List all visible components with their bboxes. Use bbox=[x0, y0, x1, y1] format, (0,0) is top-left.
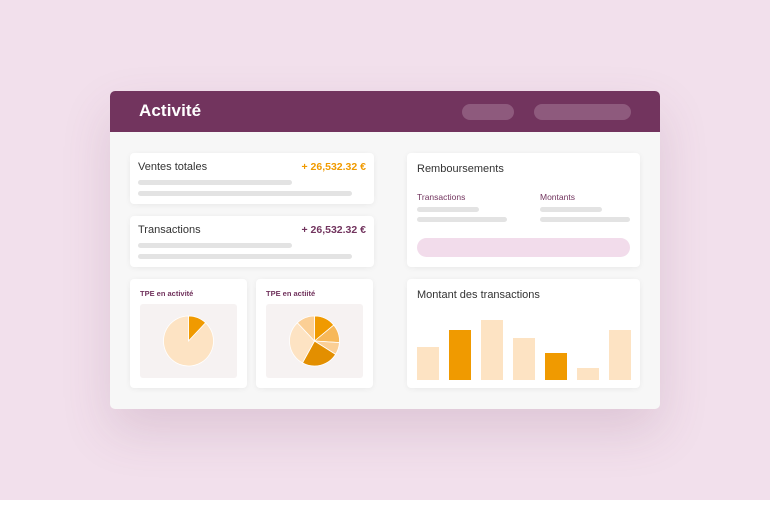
placeholder-line bbox=[417, 217, 507, 222]
tpe-card-title: TPE en activité bbox=[140, 289, 194, 298]
chart-title: Montant des transactions bbox=[417, 289, 540, 301]
header-button-placeholder[interactable] bbox=[462, 104, 514, 120]
pie-slice-4 bbox=[289, 322, 315, 364]
column-label-amounts: Montants bbox=[540, 192, 575, 202]
stat-card-sales[interactable]: Ventes totales + 26,532.32 € bbox=[130, 153, 374, 204]
refunds-card[interactable]: Remboursements Transactions Montants bbox=[407, 153, 640, 267]
bar-2 bbox=[481, 320, 503, 380]
stat-value: + 26,532.32 € bbox=[301, 161, 366, 173]
placeholder-line bbox=[138, 180, 292, 185]
pie-chart-container bbox=[266, 304, 363, 378]
page-title: Activité bbox=[139, 101, 202, 120]
pie-chart-1 bbox=[163, 315, 214, 367]
placeholder-line bbox=[138, 191, 352, 196]
bar-3 bbox=[513, 338, 535, 380]
stat-value: + 26,532.32 € bbox=[301, 224, 366, 236]
pie-chart-2 bbox=[289, 315, 340, 367]
tpe-card-title: TPE en actiité bbox=[266, 289, 316, 298]
pie-slice-1 bbox=[163, 315, 214, 367]
pie-slice-3 bbox=[301, 340, 337, 367]
placeholder-line bbox=[540, 207, 602, 212]
header-bar: Activité bbox=[110, 91, 660, 132]
dashboard-window: Activité Ventes totales + 26,532.32 € Tr… bbox=[110, 91, 660, 409]
placeholder-line bbox=[540, 217, 630, 222]
bar-6 bbox=[609, 330, 631, 380]
pie-chart-container bbox=[140, 304, 237, 378]
placeholder-line bbox=[417, 207, 479, 212]
transactions-chart-card: Montant des transactions bbox=[407, 279, 640, 388]
stat-card-transactions[interactable]: Transactions + 26,532.32 € bbox=[130, 216, 374, 267]
bottom-strip bbox=[0, 500, 770, 505]
stat-label: Transactions bbox=[138, 224, 201, 236]
pie-slice-5 bbox=[296, 315, 315, 343]
refund-action-bar[interactable] bbox=[417, 238, 630, 257]
bar-5 bbox=[577, 368, 599, 380]
column-label-transactions: Transactions bbox=[417, 192, 466, 202]
placeholder-line bbox=[138, 254, 352, 259]
bar-1 bbox=[449, 330, 471, 380]
tpe-card-1[interactable]: TPE en activité bbox=[130, 279, 247, 388]
header-search-placeholder[interactable] bbox=[534, 104, 631, 120]
stat-label: Ventes totales bbox=[138, 161, 208, 173]
bar-chart bbox=[417, 320, 631, 380]
tpe-card-2[interactable]: TPE en actiité bbox=[256, 279, 373, 388]
refunds-title: Remboursements bbox=[417, 163, 504, 175]
bar-0 bbox=[417, 347, 439, 380]
placeholder-line bbox=[138, 243, 292, 248]
bar-4 bbox=[545, 353, 567, 380]
